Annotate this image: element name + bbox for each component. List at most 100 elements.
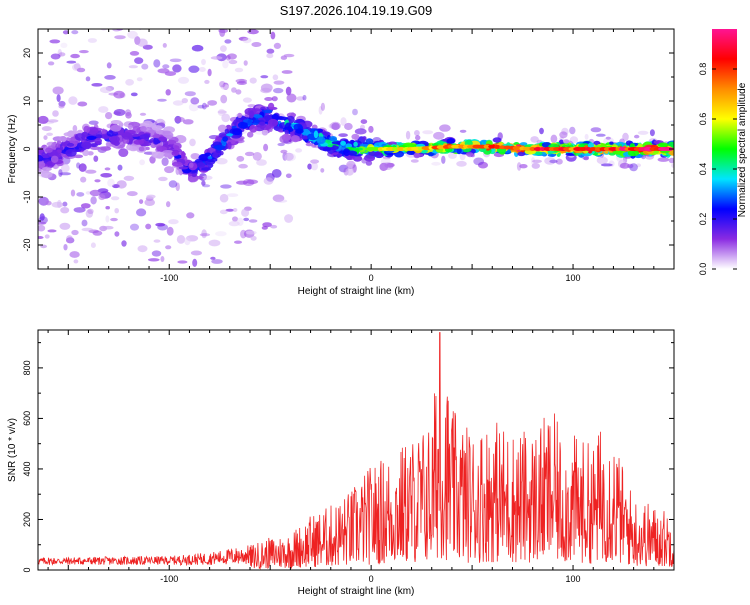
spectrogram-noise-blob xyxy=(636,163,641,168)
spectrogram-ridge-blob xyxy=(73,154,84,159)
snr-ytick-label: 600 xyxy=(22,411,32,426)
spectrogram-noise-blob xyxy=(162,43,167,48)
snr-series-line xyxy=(38,332,674,570)
spectrogram-ridge-blob xyxy=(55,143,61,150)
spectrogram-noise-blob xyxy=(121,240,127,247)
spectrogram-noise-blob xyxy=(231,87,237,93)
spectrogram-noise-blob xyxy=(225,55,231,61)
spectrogram-peak-blob xyxy=(503,145,512,150)
spectrogram-ridge-blob xyxy=(519,142,528,146)
spectrogram-xtick-label: -100 xyxy=(160,273,178,283)
spectrogram-ridge-blob xyxy=(213,145,226,150)
spectrogram-noise-blob xyxy=(73,62,81,70)
spectrogram-noise-blob xyxy=(129,51,140,56)
snr-panel: -100 0 100 0 200 400 600 800 Height of straight… xyxy=(7,329,675,597)
spectrogram-noise-blob xyxy=(34,273,43,279)
spectrogram-noise-blob xyxy=(208,239,221,247)
spectrogram-noise-blob xyxy=(98,106,109,113)
spectrogram-noise-blob xyxy=(245,230,257,235)
snr-ytick-label: 200 xyxy=(22,512,32,527)
spectrogram-noise-blob xyxy=(51,201,64,208)
spectrogram-ridge-blob xyxy=(38,154,44,163)
spectrogram-noise-blob xyxy=(134,57,144,64)
spectrogram-ridge-blob xyxy=(247,119,252,126)
spectrogram-noise-blob xyxy=(38,221,47,225)
spectrogram-noise-blob xyxy=(176,235,186,244)
spectrogram-noise-blob xyxy=(201,180,206,186)
spectrogram-noise-blob xyxy=(58,104,65,109)
spectrogram-noise-blob xyxy=(234,67,244,73)
spectrogram-noise-blob xyxy=(127,30,138,39)
spectrogram-ridge-blob xyxy=(259,121,266,126)
spectrogram-ridge-blob xyxy=(248,110,255,119)
spectrogram-noise-blob xyxy=(273,80,285,85)
spectrogram-noise-blob xyxy=(544,157,556,165)
spectrogram-noise-blob xyxy=(235,78,248,84)
colorbar-tick-label: 0.8 xyxy=(698,63,708,76)
spectrogram-noise-blob xyxy=(649,129,655,137)
spectrogram-ridge-blob xyxy=(291,135,300,143)
spectrogram-ridge-blob xyxy=(657,142,669,148)
spectrogram-noise-blob xyxy=(146,194,156,199)
spectrogram-ridge-blob xyxy=(267,118,279,127)
spectrogram-ridge-blob xyxy=(90,143,98,148)
spectrogram-noise-blob xyxy=(433,131,445,140)
spectrogram-ridge-blob xyxy=(181,151,186,159)
spectrogram-noise-blob xyxy=(98,194,106,201)
spectrogram-xtick-label: 0 xyxy=(369,273,374,283)
spectrogram-ridge-blob xyxy=(190,153,200,160)
spectrogram-noise-blob xyxy=(168,180,178,188)
spectrogram-noise-blob xyxy=(456,160,467,167)
spectrogram-noise-blob xyxy=(197,104,205,109)
spectrogram-noise-blob xyxy=(104,75,116,80)
spectrogram-ridge-blob xyxy=(322,147,332,152)
spectrogram-noise-blob xyxy=(80,203,91,209)
spectrogram-noise-blob xyxy=(530,136,539,143)
spectrogram-noise-blob xyxy=(310,162,318,171)
spectrogram-noise-blob xyxy=(368,125,374,133)
spectrogram-noise-blob xyxy=(155,222,166,227)
spectrogram-noise-blob xyxy=(81,219,88,227)
spectrogram-ridge-blob xyxy=(492,137,502,143)
spectrogram-noise-blob xyxy=(605,136,611,140)
spectrogram-noise-blob xyxy=(138,29,142,30)
spectrogram-noise-blob xyxy=(243,60,248,66)
spectrogram-noise-blob xyxy=(354,128,367,135)
spectrogram-noise-blob xyxy=(320,168,325,173)
spectrogram-ridge-blob xyxy=(237,112,243,118)
spectrogram-noise-blob xyxy=(137,245,148,253)
colorbar-tick-label: 0.2 xyxy=(698,213,708,226)
spectrogram-noise-blob xyxy=(114,208,119,214)
spectrogram-noise-blob xyxy=(220,84,230,90)
spectrogram-peak-blob xyxy=(589,147,597,151)
spectrogram-noise-blob xyxy=(144,198,155,206)
spectrogram-noise-blob xyxy=(236,217,244,226)
spectrogram-noise-blob xyxy=(232,216,238,222)
spectrogram-noise-blob xyxy=(273,87,284,94)
spectrogram-ridge-blob xyxy=(345,143,353,148)
spectrogram-ridge-blob xyxy=(41,171,53,179)
spectrogram-noise-blob xyxy=(441,155,446,164)
snr-ytick-label: 800 xyxy=(22,360,32,375)
snr-ytick-label: 400 xyxy=(22,461,32,476)
spectrogram-ridge-blob xyxy=(178,166,189,170)
spectrogram-noise-blob xyxy=(70,189,76,197)
spectrogram-noise-blob xyxy=(106,62,112,69)
spectrogram-noise-blob xyxy=(219,209,228,215)
spectrogram-noise-blob xyxy=(261,14,267,18)
spectrogram-noise-blob xyxy=(549,159,558,164)
spectrogram-noise-blob xyxy=(619,162,630,169)
spectrogram-noise-blob xyxy=(125,79,134,86)
spectrogram-noise-blob xyxy=(136,208,147,217)
spectrogram-noise-blob xyxy=(232,208,238,212)
spectrogram-noise-blob xyxy=(590,127,602,133)
spectrogram-noise-blob xyxy=(201,229,207,239)
spectrogram-noise-blob xyxy=(73,207,86,213)
spectrogram-ridge-blob xyxy=(139,134,150,140)
snr-xtick-label: 0 xyxy=(369,574,374,584)
spectrogram-noise-blob xyxy=(100,173,113,178)
spectrogram-noise-blob xyxy=(71,229,79,236)
spectrogram-noise-blob xyxy=(188,103,199,112)
spectrogram-ridge-blob xyxy=(201,167,212,171)
spectrogram-noise-blob xyxy=(91,83,103,87)
